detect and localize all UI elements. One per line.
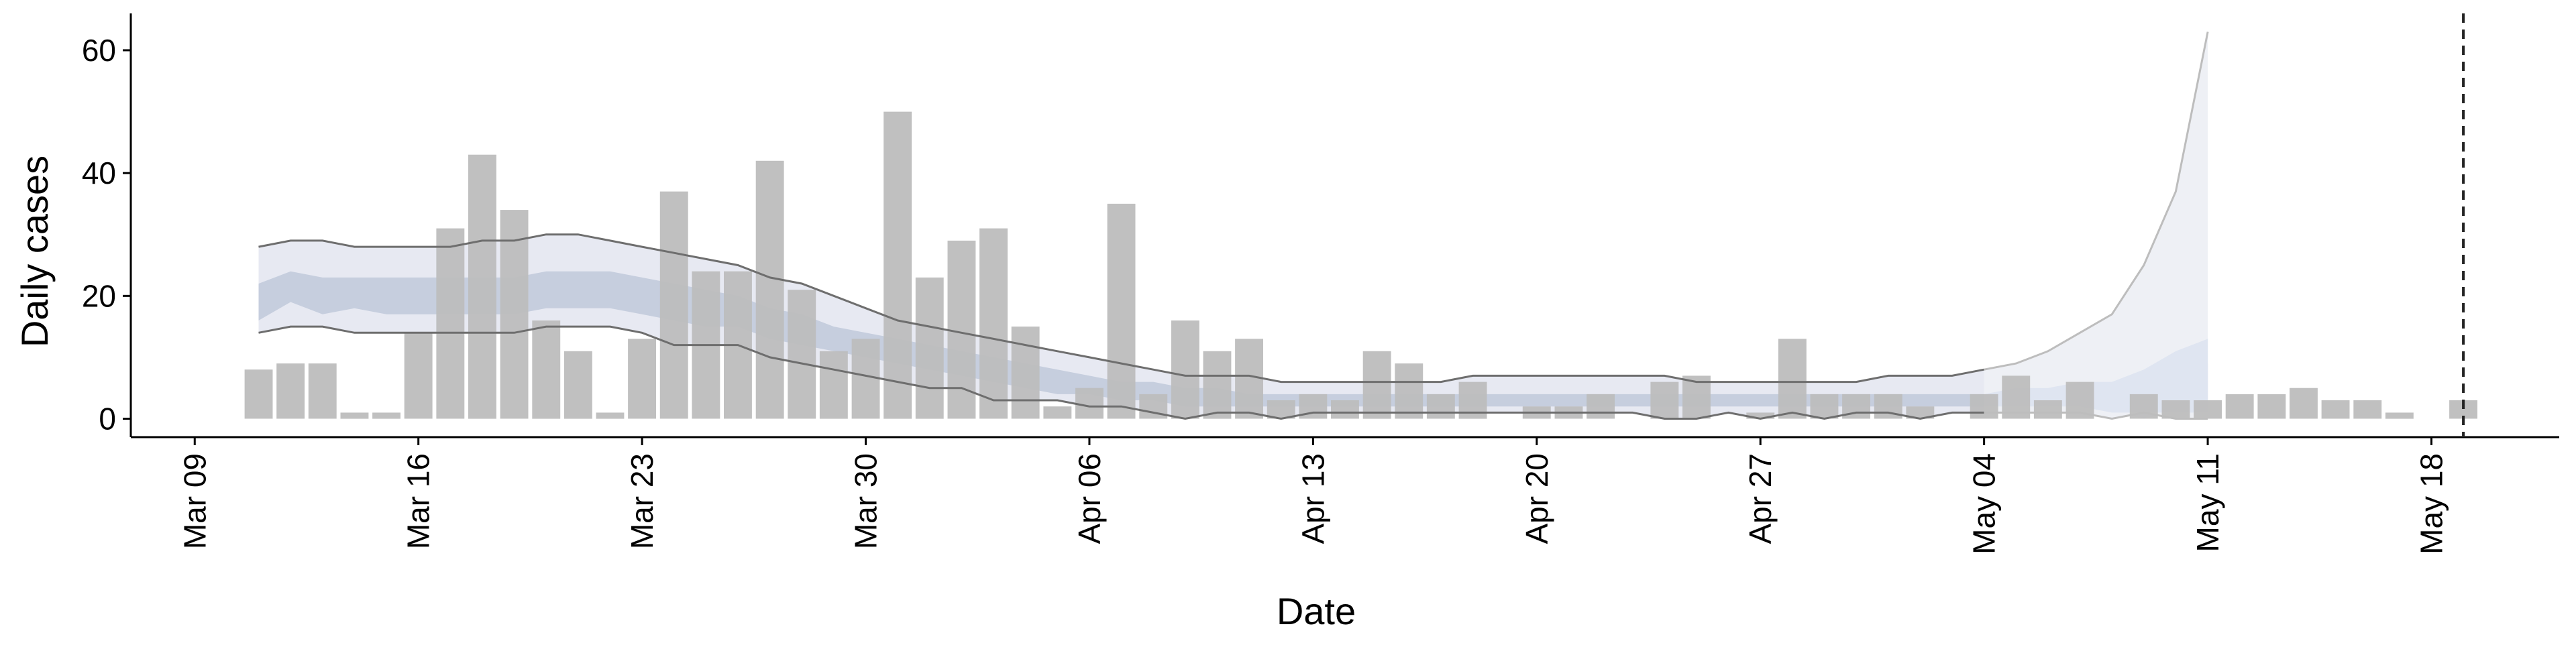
bar: [2002, 375, 2031, 419]
x-tick-label: Mar 09: [177, 453, 212, 549]
bar: [1171, 320, 1199, 419]
bar: [2194, 400, 2222, 419]
x-tick-label: May 04: [1967, 453, 2002, 554]
bar: [372, 412, 400, 419]
bar: [1362, 351, 1391, 419]
bar: [1810, 394, 1839, 419]
bar: [308, 363, 337, 419]
bar: [2257, 394, 2286, 419]
bar: [915, 277, 944, 419]
bar: [1970, 394, 1998, 419]
y-tick-label: 40: [82, 156, 116, 190]
bar: [2353, 400, 2382, 419]
bar: [1426, 394, 1455, 419]
x-tick-label: May 18: [2414, 453, 2449, 554]
bar: [596, 412, 625, 419]
x-tick-label: Mar 23: [625, 453, 659, 549]
y-tick-label: 20: [82, 278, 116, 313]
x-tick-label: Apr 27: [1743, 453, 1778, 544]
bar: [1267, 400, 1295, 419]
bar: [2161, 400, 2190, 419]
bar: [436, 228, 465, 419]
bar: [659, 191, 688, 419]
y-tick-label: 0: [99, 402, 116, 436]
interval-edge-lines: [258, 32, 2209, 420]
bar: [851, 339, 880, 419]
bar: [340, 412, 369, 419]
band-90-forecast: [1984, 32, 2208, 419]
bar: [1331, 400, 1359, 419]
daily-case-bars: [244, 111, 2477, 419]
bar: [1235, 339, 1263, 419]
axes: 0 20 40 60 Mar 09 Mar 16 Mar 23 Mar 30 Apr 06 Apr…: [82, 13, 2559, 554]
bar: [1778, 339, 1807, 419]
x-tick-label: May 11: [2190, 453, 2225, 552]
x-axis-label: Date: [1277, 590, 1356, 632]
bar: [883, 111, 912, 419]
bar: [788, 290, 816, 419]
bar: [564, 351, 592, 419]
forecast-upper-line: [1984, 32, 2209, 371]
forecast-lower-line: [1984, 411, 2208, 420]
bar: [1011, 327, 1040, 419]
bar: [404, 333, 433, 419]
y-tick-label: 60: [82, 33, 116, 68]
bar: [1043, 406, 1072, 419]
bar: [276, 363, 305, 419]
bar: [2290, 388, 2318, 419]
bar: [979, 228, 1008, 419]
bar: [2033, 400, 2062, 419]
bar: [1075, 388, 1104, 419]
bar: [532, 320, 561, 419]
x-tick-label: Apr 13: [1295, 453, 1330, 544]
x-tick-label: Apr 20: [1519, 453, 1554, 544]
y-axis-label: Daily cases: [13, 156, 56, 347]
bar: [468, 154, 496, 419]
bar: [2321, 400, 2350, 419]
upper-90-line: [258, 233, 1984, 384]
bar: [755, 160, 784, 419]
bar: [1587, 394, 1615, 419]
x-tick-label: Mar 30: [849, 453, 883, 549]
bar: [2385, 412, 2414, 419]
x-tick-label: Apr 06: [1072, 453, 1107, 544]
bar: [1650, 381, 1679, 419]
bar: [244, 369, 273, 419]
lower-90-line: [258, 325, 1984, 420]
bar: [1107, 203, 1136, 419]
bar: [819, 351, 848, 419]
bar: [2225, 394, 2254, 419]
x-tick-label: Mar 16: [401, 453, 436, 549]
bar: [1203, 351, 1232, 419]
bar: [1395, 363, 1424, 419]
bar: [1906, 406, 1935, 419]
bar: [1746, 412, 1775, 419]
bar: [500, 210, 529, 419]
bar: [628, 339, 656, 419]
